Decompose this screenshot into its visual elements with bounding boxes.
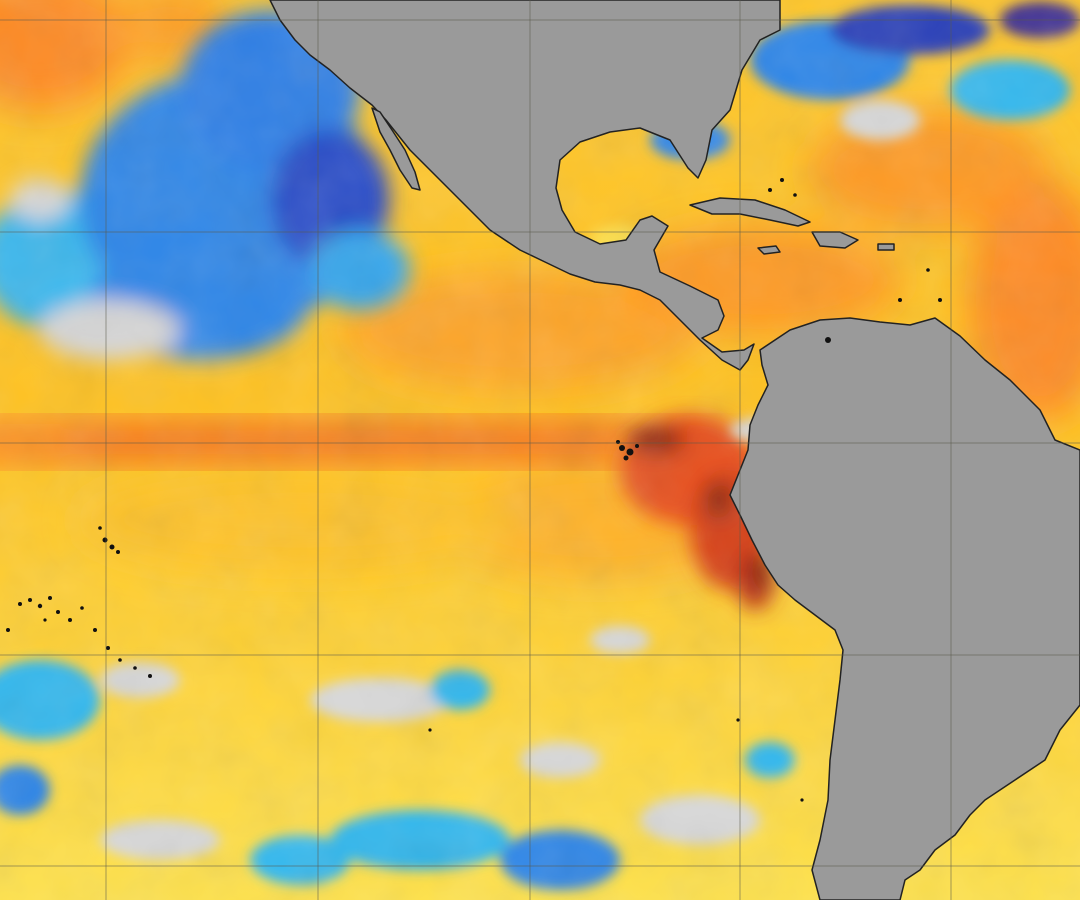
puerto-rico-island xyxy=(877,243,895,251)
jamaica-island xyxy=(757,245,781,255)
misc-islands xyxy=(428,178,942,802)
north-america-landmass xyxy=(269,0,781,371)
land-layer xyxy=(269,0,1080,900)
galapagos-islands xyxy=(616,440,639,461)
island-markers xyxy=(6,178,942,802)
cuba-island xyxy=(689,197,811,227)
south-america-landmass xyxy=(729,317,1080,900)
tuamotu-islands xyxy=(6,596,152,678)
baja-california xyxy=(371,107,421,191)
